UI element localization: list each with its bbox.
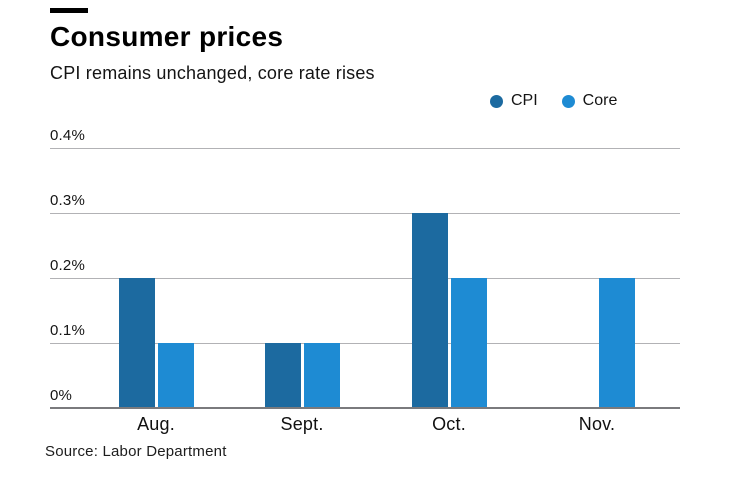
x-tick-label: Nov. (578, 414, 616, 434)
x-tick-label: Sept. (280, 414, 324, 434)
chart-title: Consumer prices (50, 21, 284, 52)
y-tick-label: 0.1% (50, 322, 85, 339)
legend-item-cpi: CPI (490, 92, 538, 110)
y-tick-label: 0.3% (50, 192, 85, 209)
source-note: Source: Labor Department (45, 443, 227, 460)
legend: CPI Core (490, 92, 617, 110)
chart-subtitle: CPI remains unchanged, core rate rises (50, 63, 375, 83)
y-tick-label: 0.4% (50, 127, 85, 144)
legend-dot-icon (561, 94, 575, 108)
gridline (50, 148, 680, 149)
x-tick-label: Aug. (137, 414, 175, 434)
legend-dot-icon (490, 94, 503, 108)
bar-cpi-sept (265, 343, 301, 408)
gridline (50, 278, 680, 279)
brand-dash-icon (50, 8, 88, 13)
bar-core-sept (304, 343, 340, 408)
bar-core-oct (451, 278, 487, 408)
gridline (50, 343, 680, 344)
bar-core-aug (158, 343, 194, 408)
x-axis-line (50, 407, 680, 409)
y-tick-label: 0.2% (50, 257, 85, 274)
x-tick-label: Oct. (432, 414, 466, 434)
bar-cpi-aug (119, 278, 155, 408)
legend-item-core: Core (561, 92, 618, 110)
legend-label: Core (582, 92, 618, 109)
gridline (50, 213, 680, 214)
y-tick-label: 0% (50, 387, 73, 404)
legend-label: CPI (511, 92, 538, 109)
bar-core-nov (599, 278, 635, 408)
plot-area: 0% 0.1% 0.2% 0.3% 0.4% Aug. Sept. Oct. Nov. (50, 127, 680, 434)
bar-cpi-oct (412, 213, 448, 408)
